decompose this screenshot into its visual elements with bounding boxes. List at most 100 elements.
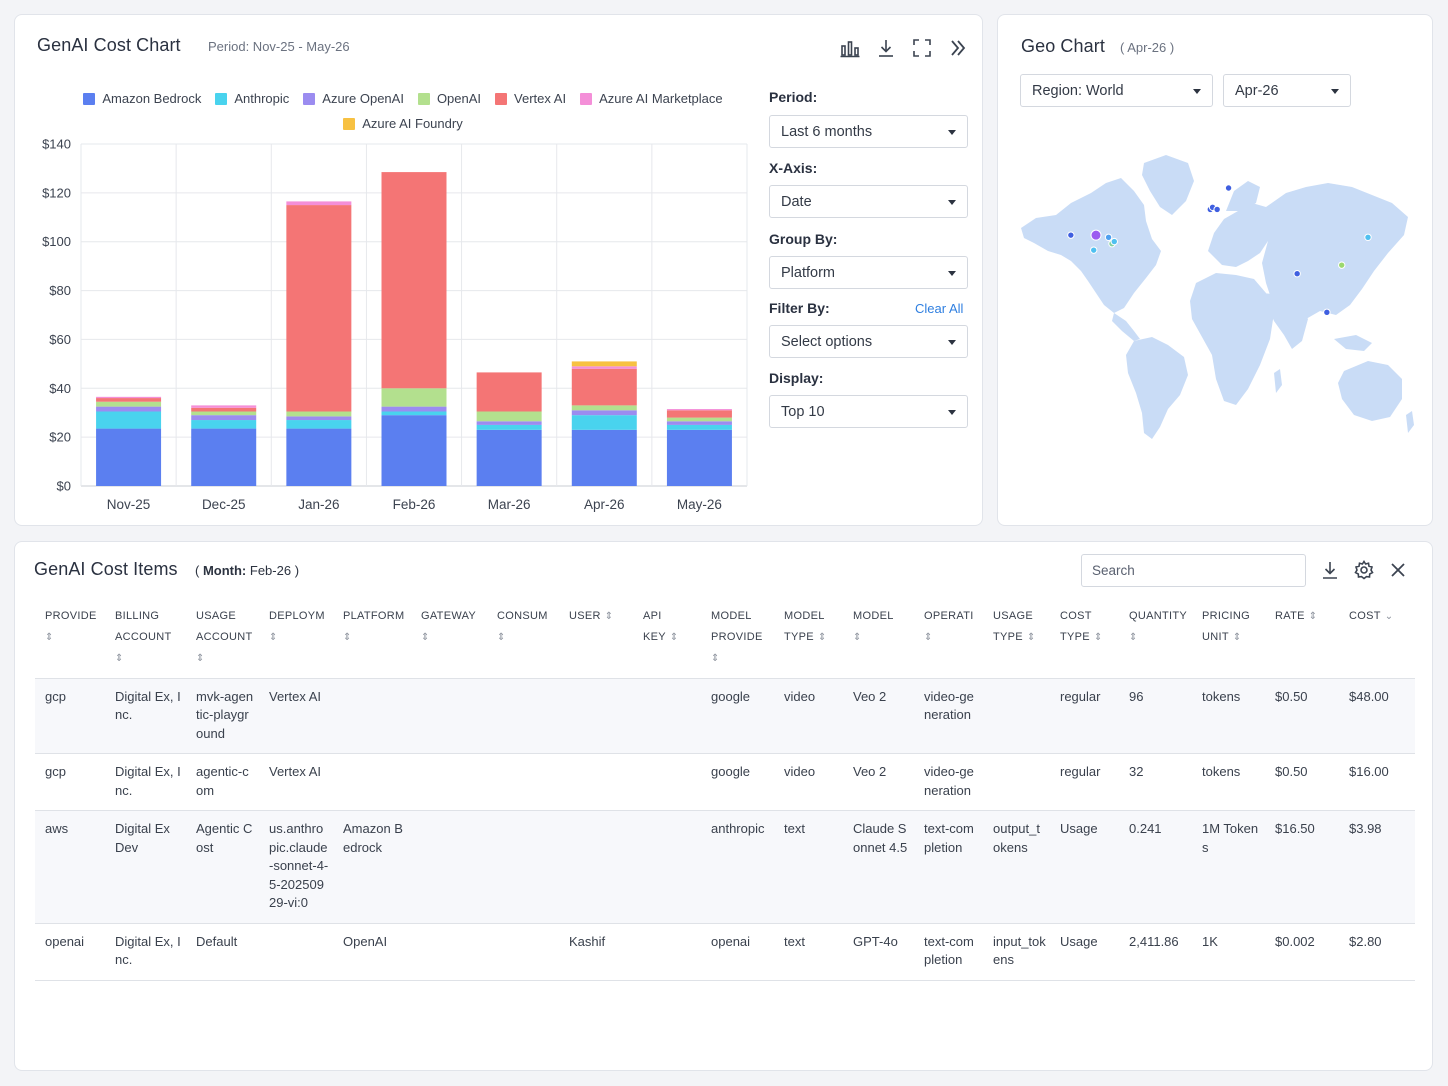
- sort-icon[interactable]: ⇕: [115, 653, 124, 664]
- legend-item-azure-ai-foundry[interactable]: Azure AI Foundry: [343, 116, 463, 131]
- map-marker[interactable]: [1090, 229, 1102, 241]
- bar-segment-azure-ai-marketplace[interactable]: [96, 396, 162, 399]
- sort-icon[interactable]: ⇕: [924, 632, 933, 643]
- column-header-provide[interactable]: PROVIDE ⇕: [35, 602, 105, 679]
- x-axis-select[interactable]: Date: [769, 185, 968, 218]
- column-header-quantity[interactable]: QUANTITY ⇕: [1119, 602, 1192, 679]
- month-select[interactable]: Apr-26: [1223, 74, 1351, 107]
- bar-chart-icon[interactable]: [839, 37, 861, 59]
- bar-segment-anthropic[interactable]: [571, 415, 637, 430]
- sort-icon[interactable]: ⇕: [196, 653, 205, 664]
- legend-item-azure-ai-marketplace[interactable]: Azure AI Marketplace: [580, 91, 723, 106]
- table-row[interactable]: aws Digital Ex Dev Agentic Cost us.anthropi…: [35, 810, 1415, 924]
- bar-segment-azure-ai-marketplace[interactable]: [286, 201, 352, 206]
- period-select[interactable]: Last 6 months: [769, 115, 968, 148]
- map-marker[interactable]: [1224, 184, 1233, 192]
- column-header-pricing-unit[interactable]: PRICING UNIT ⇕: [1192, 602, 1265, 679]
- bar-segment-amazon-bedrock[interactable]: [381, 415, 447, 486]
- bar-segment-azure-openai[interactable]: [191, 415, 257, 421]
- legend-item-anthropic[interactable]: Anthropic: [215, 91, 289, 106]
- table-row[interactable]: openai Digital Ex, Inc. Default OpenAI Kashi…: [35, 923, 1415, 981]
- column-header-model-provide[interactable]: MODEL PROVIDE ⇕: [701, 602, 774, 679]
- bar-segment-vertex-ai[interactable]: [476, 372, 542, 412]
- legend-item-vertex-ai[interactable]: Vertex AI: [495, 91, 566, 106]
- region-select[interactable]: Region: World: [1020, 74, 1213, 107]
- group-by-select[interactable]: Platform: [769, 256, 968, 289]
- bar-segment-openai[interactable]: [191, 411, 257, 416]
- bar-segment-azure-ai-marketplace[interactable]: [666, 409, 732, 411]
- bar-segment-amazon-bedrock[interactable]: [571, 429, 637, 486]
- sort-icon[interactable]: ⇕: [604, 611, 614, 622]
- sort-icon[interactable]: ⇕: [269, 632, 278, 643]
- close-icon[interactable]: [1387, 559, 1409, 581]
- sort-icon[interactable]: ⇕: [1093, 632, 1103, 643]
- world-map[interactable]: [1016, 143, 1416, 443]
- download-icon[interactable]: [875, 37, 897, 59]
- column-header-model[interactable]: MODEL ⇕: [843, 602, 914, 679]
- bar-segment-azure-openai[interactable]: [381, 406, 447, 412]
- column-header-model-type[interactable]: MODEL TYPE ⇕: [774, 602, 843, 679]
- chevrons-right-icon[interactable]: [947, 37, 969, 59]
- column-header-usage-type[interactable]: USAGE TYPE ⇕: [983, 602, 1050, 679]
- bar-segment-vertex-ai[interactable]: [381, 172, 447, 389]
- map-marker[interactable]: [1338, 261, 1346, 269]
- bar-segment-azure-ai-foundry[interactable]: [571, 361, 637, 367]
- bar-segment-vertex-ai[interactable]: [286, 205, 352, 412]
- sort-icon[interactable]: ⇕: [1232, 632, 1242, 643]
- bar-segment-anthropic[interactable]: [96, 411, 162, 429]
- column-header-platform[interactable]: PLATFORM ⇕: [333, 602, 411, 679]
- map-marker[interactable]: [1090, 246, 1098, 254]
- search-input[interactable]: [1081, 554, 1306, 587]
- download-icon[interactable]: [1319, 559, 1341, 581]
- bar-segment-azure-openai[interactable]: [666, 421, 732, 425]
- bar-segment-amazon-bedrock[interactable]: [286, 428, 352, 486]
- clear-all-link[interactable]: Clear All: [915, 301, 964, 316]
- bar-segment-azure-ai-marketplace[interactable]: [191, 405, 257, 408]
- sort-icon[interactable]: ⇕: [853, 632, 862, 643]
- bar-segment-vertex-ai[interactable]: [571, 368, 637, 406]
- bar-segment-openai[interactable]: [381, 388, 447, 407]
- column-header-usage-account[interactable]: USAGE ACCOUNT ⇕: [186, 602, 259, 679]
- column-header-deploym[interactable]: DEPLOYM ⇕: [259, 602, 333, 679]
- column-header-user[interactable]: USER ⇕: [559, 602, 633, 679]
- bar-segment-vertex-ai[interactable]: [96, 398, 162, 402]
- sort-icon[interactable]: ⇕: [817, 632, 827, 643]
- bar-segment-anthropic[interactable]: [381, 411, 447, 416]
- bar-segment-vertex-ai[interactable]: [666, 410, 732, 418]
- sort-icon[interactable]: ⇕: [497, 632, 506, 643]
- map-marker[interactable]: [1067, 231, 1075, 239]
- bar-segment-azure-openai[interactable]: [96, 406, 162, 412]
- column-header-cost[interactable]: COST ⌄: [1339, 602, 1415, 679]
- bar-segment-openai[interactable]: [96, 401, 162, 407]
- gear-icon[interactable]: [1353, 559, 1375, 581]
- sort-icon[interactable]: ⇕: [669, 632, 679, 643]
- map-marker[interactable]: [1110, 237, 1118, 246]
- column-header-operati[interactable]: OPERATI ⇕: [914, 602, 983, 679]
- sort-icon[interactable]: ⇕: [45, 632, 54, 643]
- bar-segment-anthropic[interactable]: [191, 420, 257, 429]
- bar-segment-amazon-bedrock[interactable]: [666, 429, 732, 486]
- legend-item-azure-openai[interactable]: Azure OpenAI: [303, 91, 404, 106]
- column-header-gateway[interactable]: GATEWAY ⇕: [411, 602, 487, 679]
- bar-segment-anthropic[interactable]: [666, 424, 732, 430]
- legend-item-amazon-bedrock[interactable]: Amazon Bedrock: [83, 91, 201, 106]
- fullscreen-icon[interactable]: [911, 37, 933, 59]
- sort-icon[interactable]: ⇕: [1129, 632, 1138, 643]
- bar-segment-anthropic[interactable]: [476, 424, 542, 430]
- table-row[interactable]: gcp Digital Ex, Inc. agentic-com Vertex AI g…: [35, 753, 1415, 811]
- column-header-billing-account[interactable]: BILLING ACCOUNT ⇕: [105, 602, 186, 679]
- display-select[interactable]: Top 10: [769, 395, 968, 428]
- bar-segment-anthropic[interactable]: [286, 420, 352, 429]
- bar-segment-amazon-bedrock[interactable]: [191, 428, 257, 486]
- sort-desc-icon[interactable]: ⌄: [1384, 611, 1394, 622]
- map-marker[interactable]: [1364, 233, 1372, 241]
- bar-segment-amazon-bedrock[interactable]: [476, 429, 542, 486]
- table-row[interactable]: gcp Digital Ex, Inc. mvk-agentic-playgroun…: [35, 678, 1415, 754]
- bar-segment-openai[interactable]: [666, 417, 732, 422]
- map-marker[interactable]: [1213, 205, 1221, 214]
- sort-icon[interactable]: ⇕: [343, 632, 352, 643]
- bar-segment-azure-openai[interactable]: [286, 416, 352, 421]
- sort-icon[interactable]: ⇕: [1308, 611, 1318, 622]
- column-header-api-key[interactable]: API KEY ⇕: [633, 602, 701, 679]
- filter-by-select[interactable]: Select options: [769, 325, 968, 358]
